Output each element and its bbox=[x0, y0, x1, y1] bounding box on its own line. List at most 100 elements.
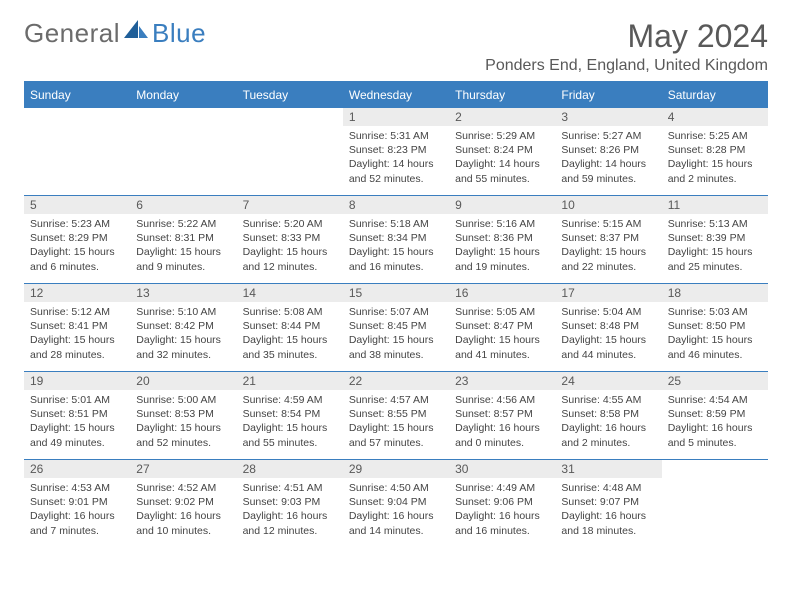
month-title: May 2024 bbox=[485, 18, 768, 55]
calendar-cell: 9Sunrise: 5:16 AMSunset: 8:36 PMDaylight… bbox=[449, 196, 555, 284]
weekday-header: Saturday bbox=[662, 83, 768, 108]
sunrise-text: Sunrise: 5:12 AM bbox=[30, 305, 124, 319]
daylight-text: Daylight: 16 hours and 0 minutes. bbox=[455, 421, 549, 449]
sunset-text: Sunset: 8:51 PM bbox=[30, 407, 124, 421]
day-details: Sunrise: 5:22 AMSunset: 8:31 PMDaylight:… bbox=[130, 214, 236, 278]
daylight-text: Daylight: 16 hours and 10 minutes. bbox=[136, 509, 230, 537]
sunrise-text: Sunrise: 5:18 AM bbox=[349, 217, 443, 231]
weekday-header: Wednesday bbox=[343, 83, 449, 108]
day-details: Sunrise: 5:00 AMSunset: 8:53 PMDaylight:… bbox=[130, 390, 236, 454]
day-details: Sunrise: 4:52 AMSunset: 9:02 PMDaylight:… bbox=[130, 478, 236, 542]
day-number: 24 bbox=[555, 372, 661, 390]
sunrise-text: Sunrise: 4:57 AM bbox=[349, 393, 443, 407]
day-number: 1 bbox=[343, 108, 449, 126]
daylight-text: Daylight: 15 hours and 41 minutes. bbox=[455, 333, 549, 361]
day-number: 22 bbox=[343, 372, 449, 390]
day-details: Sunrise: 4:59 AMSunset: 8:54 PMDaylight:… bbox=[237, 390, 343, 454]
sunset-text: Sunset: 8:55 PM bbox=[349, 407, 443, 421]
day-number: 20 bbox=[130, 372, 236, 390]
calendar-cell: 15Sunrise: 5:07 AMSunset: 8:45 PMDayligh… bbox=[343, 284, 449, 372]
sunset-text: Sunset: 9:07 PM bbox=[561, 495, 655, 509]
calendar-cell: 19Sunrise: 5:01 AMSunset: 8:51 PMDayligh… bbox=[24, 372, 130, 460]
daylight-text: Daylight: 15 hours and 19 minutes. bbox=[455, 245, 549, 273]
day-details: Sunrise: 5:25 AMSunset: 8:28 PMDaylight:… bbox=[662, 126, 768, 190]
calendar-cell: 27Sunrise: 4:52 AMSunset: 9:02 PMDayligh… bbox=[130, 460, 236, 548]
calendar-cell: 22 Sunrise: 4:57 AMSunset: 8:55 PMDayligh… bbox=[343, 372, 449, 460]
day-number: 9 bbox=[449, 196, 555, 214]
calendar-week-row: 1Sunrise: 5:31 AMSunset: 8:23 PMDaylight… bbox=[24, 108, 768, 196]
calendar-cell: 7Sunrise: 5:20 AMSunset: 8:33 PMDaylight… bbox=[237, 196, 343, 284]
daylight-text: Daylight: 15 hours and 44 minutes. bbox=[561, 333, 655, 361]
daylight-text: Daylight: 16 hours and 2 minutes. bbox=[561, 421, 655, 449]
sail-icon bbox=[124, 18, 150, 49]
day-number: 15 bbox=[343, 284, 449, 302]
day-details: Sunrise: 4:54 AMSunset: 8:59 PMDaylight:… bbox=[662, 390, 768, 454]
calendar-cell: 4Sunrise: 5:25 AMSunset: 8:28 PMDaylight… bbox=[662, 108, 768, 196]
day-number: 25 bbox=[662, 372, 768, 390]
daylight-text: Daylight: 15 hours and 32 minutes. bbox=[136, 333, 230, 361]
daylight-text: Daylight: 15 hours and 52 minutes. bbox=[136, 421, 230, 449]
sunrise-text: Sunrise: 4:49 AM bbox=[455, 481, 549, 495]
brand-part1: General bbox=[24, 18, 120, 49]
brand-logo: General Blue bbox=[24, 18, 206, 49]
sunset-text: Sunset: 8:37 PM bbox=[561, 231, 655, 245]
daylight-text: Daylight: 16 hours and 7 minutes. bbox=[30, 509, 124, 537]
daylight-text: Daylight: 15 hours and 6 minutes. bbox=[30, 245, 124, 273]
day-details: Sunrise: 5:31 AMSunset: 8:23 PMDaylight:… bbox=[343, 126, 449, 190]
day-details: Sunrise: 4:56 AMSunset: 8:57 PMDaylight:… bbox=[449, 390, 555, 454]
day-number: 2 bbox=[449, 108, 555, 126]
sunrise-text: Sunrise: 5:31 AM bbox=[349, 129, 443, 143]
sunset-text: Sunset: 9:01 PM bbox=[30, 495, 124, 509]
sunrise-text: Sunrise: 5:20 AM bbox=[243, 217, 337, 231]
day-details: Sunrise: 5:10 AMSunset: 8:42 PMDaylight:… bbox=[130, 302, 236, 366]
day-number: 7 bbox=[237, 196, 343, 214]
day-details: Sunrise: 5:27 AMSunset: 8:26 PMDaylight:… bbox=[555, 126, 661, 190]
sunset-text: Sunset: 8:47 PM bbox=[455, 319, 549, 333]
day-details: Sunrise: 5:12 AMSunset: 8:41 PMDaylight:… bbox=[24, 302, 130, 366]
day-details: Sunrise: 4:51 AMSunset: 9:03 PMDaylight:… bbox=[237, 478, 343, 542]
calendar-cell: 26Sunrise: 4:53 AMSunset: 9:01 PMDayligh… bbox=[24, 460, 130, 548]
calendar-week-row: 5Sunrise: 5:23 AMSunset: 8:29 PMDaylight… bbox=[24, 196, 768, 284]
sunset-text: Sunset: 8:50 PM bbox=[668, 319, 762, 333]
calendar-cell: 17Sunrise: 5:04 AMSunset: 8:48 PMDayligh… bbox=[555, 284, 661, 372]
calendar-cell: 23Sunrise: 4:56 AMSunset: 8:57 PMDayligh… bbox=[449, 372, 555, 460]
sunrise-text: Sunrise: 5:13 AM bbox=[668, 217, 762, 231]
daylight-text: Daylight: 16 hours and 16 minutes. bbox=[455, 509, 549, 537]
sunset-text: Sunset: 9:06 PM bbox=[455, 495, 549, 509]
sunset-text: Sunset: 8:33 PM bbox=[243, 231, 337, 245]
day-details: Sunrise: 4:50 AMSunset: 9:04 PMDaylight:… bbox=[343, 478, 449, 542]
location-text: Ponders End, England, United Kingdom bbox=[485, 57, 768, 75]
day-number: 18 bbox=[662, 284, 768, 302]
day-details: Sunrise: 4:49 AMSunset: 9:06 PMDaylight:… bbox=[449, 478, 555, 542]
daylight-text: Daylight: 15 hours and 16 minutes. bbox=[349, 245, 443, 273]
daylight-text: Daylight: 15 hours and 57 minutes. bbox=[349, 421, 443, 449]
day-number: 5 bbox=[24, 196, 130, 214]
day-details: Sunrise: 4:53 AMSunset: 9:01 PMDaylight:… bbox=[24, 478, 130, 542]
calendar-cell bbox=[24, 108, 130, 196]
daylight-text: Daylight: 14 hours and 59 minutes. bbox=[561, 157, 655, 185]
sunrise-text: Sunrise: 4:51 AM bbox=[243, 481, 337, 495]
calendar-week-row: 12Sunrise: 5:12 AMSunset: 8:41 PMDayligh… bbox=[24, 284, 768, 372]
sunrise-text: Sunrise: 5:10 AM bbox=[136, 305, 230, 319]
day-details: Sunrise: 5:01 AMSunset: 8:51 PMDaylight:… bbox=[24, 390, 130, 454]
day-details: Sunrise: 5:16 AMSunset: 8:36 PMDaylight:… bbox=[449, 214, 555, 278]
sunrise-text: Sunrise: 5:22 AM bbox=[136, 217, 230, 231]
day-number: 12 bbox=[24, 284, 130, 302]
calendar-cell: 8Sunrise: 5:18 AMSunset: 8:34 PMDaylight… bbox=[343, 196, 449, 284]
sunrise-text: Sunrise: 5:08 AM bbox=[243, 305, 337, 319]
sunset-text: Sunset: 8:57 PM bbox=[455, 407, 549, 421]
daylight-text: Daylight: 15 hours and 28 minutes. bbox=[30, 333, 124, 361]
calendar-body: 1Sunrise: 5:31 AMSunset: 8:23 PMDaylight… bbox=[24, 108, 768, 548]
day-number: 30 bbox=[449, 460, 555, 478]
day-details: Sunrise: 5:03 AMSunset: 8:50 PMDaylight:… bbox=[662, 302, 768, 366]
sunrise-text: Sunrise: 5:29 AM bbox=[455, 129, 549, 143]
day-number: 11 bbox=[662, 196, 768, 214]
sunrise-text: Sunrise: 5:01 AM bbox=[30, 393, 124, 407]
sunset-text: Sunset: 8:29 PM bbox=[30, 231, 124, 245]
day-details: Sunrise: 5:15 AMSunset: 8:37 PMDaylight:… bbox=[555, 214, 661, 278]
sunset-text: Sunset: 8:59 PM bbox=[668, 407, 762, 421]
weekday-header-row: SundayMondayTuesdayWednesdayThursdayFrid… bbox=[24, 83, 768, 108]
calendar-cell: 3Sunrise: 5:27 AMSunset: 8:26 PMDaylight… bbox=[555, 108, 661, 196]
day-number: 3 bbox=[555, 108, 661, 126]
sunrise-text: Sunrise: 4:59 AM bbox=[243, 393, 337, 407]
